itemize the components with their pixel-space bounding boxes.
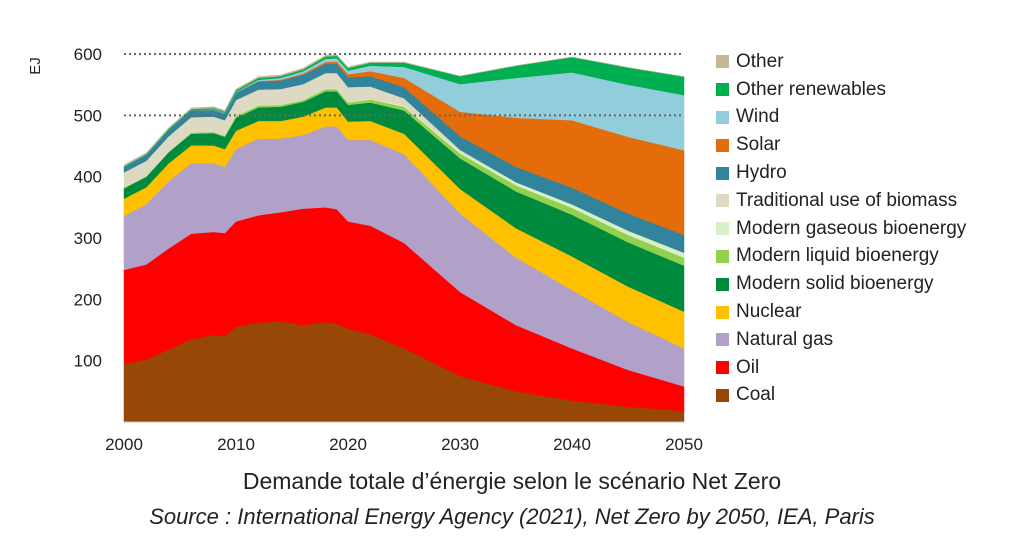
chart-caption-source: Source : International Energy Agency (20… [149, 504, 875, 529]
legend-swatch [716, 305, 729, 319]
y-tick-label: 100 [74, 352, 102, 371]
legend-item: Other renewables [716, 76, 966, 104]
legend-label: Other renewables [736, 78, 886, 100]
legend-label: Natural gas [736, 328, 834, 350]
chart-areas [123, 54, 685, 423]
legend-label: Modern gaseous bioenergy [736, 217, 967, 239]
legend-swatch [716, 277, 729, 291]
legend-item: Natural gas [716, 326, 966, 354]
legend-item: Nuclear [716, 298, 966, 326]
y-tick-label: 300 [74, 229, 102, 248]
legend-label: Nuclear [736, 301, 802, 323]
legend-item: Solar [716, 131, 966, 159]
y-tick-label: 400 [74, 168, 102, 187]
legend-label: Modern solid bioenergy [736, 273, 934, 295]
legend-label: Solar [736, 134, 781, 156]
reference-lines [124, 53, 684, 117]
legend-swatch [716, 361, 729, 375]
area-other [123, 54, 685, 167]
legend-item: Hydro [716, 159, 966, 187]
legend-label: Oil [736, 356, 760, 378]
legend-item: Modern solid bioenergy [716, 270, 966, 298]
x-tick-label: 2000 [105, 435, 143, 454]
legend-swatch [716, 194, 729, 208]
chart-legend: Other Other renewables Wind Solar Hydro Tradi… [716, 48, 966, 409]
legend-item: Modern gaseous bioenergy [716, 215, 966, 243]
y-tick-label: 200 [74, 290, 102, 309]
legend-swatch [716, 333, 729, 347]
legend-swatch [716, 388, 729, 402]
y-axis-label: EJ [27, 57, 44, 75]
legend-label: Wind [736, 106, 780, 128]
legend-swatch [716, 55, 729, 69]
chart-caption-title: Demande totale d’énergie selon le scénar… [242, 468, 782, 494]
legend-label: Modern liquid bioenergy [736, 245, 939, 267]
x-tick-label: 2010 [217, 435, 255, 454]
legend-item: Coal [716, 382, 966, 410]
legend-swatch [716, 166, 729, 180]
x-tick-label: 2040 [553, 435, 591, 454]
legend-label: Hydro [736, 162, 787, 184]
legend-item: Traditional use of biomass [716, 187, 966, 215]
legend-swatch [716, 83, 729, 97]
legend-item: Oil [716, 354, 966, 382]
y-tick-label: 500 [74, 106, 102, 125]
x-tick-label: 2020 [329, 435, 367, 454]
y-tick-label: 600 [74, 45, 102, 64]
legend-item: Other [716, 48, 966, 76]
legend-swatch [716, 110, 729, 124]
x-tick-label: 2050 [665, 435, 703, 454]
legend-item: Modern liquid bioenergy [716, 243, 966, 271]
legend-swatch [716, 138, 729, 152]
legend-label: Other [736, 50, 784, 72]
x-tick-label: 2030 [441, 435, 479, 454]
legend-swatch [716, 249, 729, 263]
legend-label: Coal [736, 384, 776, 406]
legend-item: Wind [716, 104, 966, 132]
legend-swatch [716, 222, 729, 236]
legend-label: Traditional use of biomass [736, 189, 958, 211]
chart-axes: 100 200 300 400 500 600 2000 2010 2020 2030 2040 20… [27, 45, 703, 454]
